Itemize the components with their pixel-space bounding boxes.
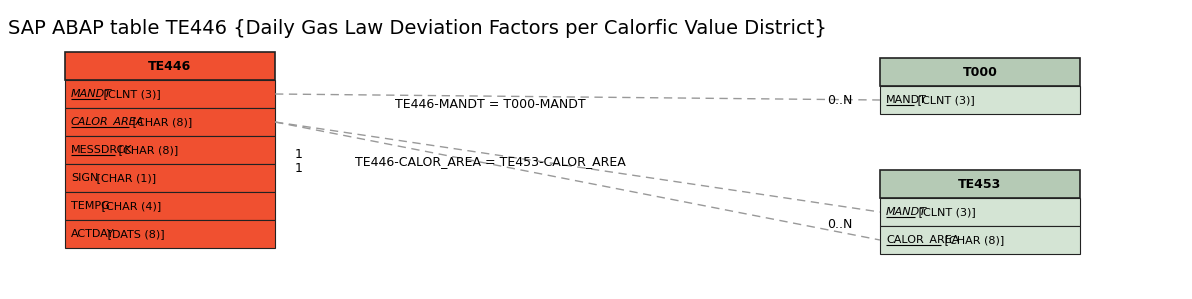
Text: ACTDAY: ACTDAY bbox=[72, 229, 114, 239]
Bar bbox=[66, 80, 275, 108]
Text: 0..N: 0..N bbox=[826, 219, 852, 231]
Text: MANDT: MANDT bbox=[72, 89, 112, 99]
Text: CALOR_AREA: CALOR_AREA bbox=[72, 117, 144, 127]
Text: T000: T000 bbox=[963, 65, 998, 79]
Bar bbox=[66, 192, 275, 220]
Text: [CHAR (8)]: [CHAR (8)] bbox=[129, 117, 192, 127]
Text: MANDT: MANDT bbox=[886, 207, 927, 217]
Text: 0..N: 0..N bbox=[826, 94, 852, 108]
Text: MANDT: MANDT bbox=[886, 95, 927, 105]
Bar bbox=[880, 86, 1080, 114]
Text: TE446-CALOR_AREA = TE453-CALOR_AREA: TE446-CALOR_AREA = TE453-CALOR_AREA bbox=[355, 155, 626, 169]
Text: TE446-MANDT = T000-MANDT: TE446-MANDT = T000-MANDT bbox=[395, 98, 585, 112]
Text: SIGN: SIGN bbox=[72, 173, 99, 183]
Bar bbox=[66, 52, 275, 80]
Text: CALOR_AREA: CALOR_AREA bbox=[886, 234, 960, 245]
Text: TEMPG: TEMPG bbox=[72, 201, 110, 211]
Text: TE453: TE453 bbox=[958, 178, 1001, 190]
Text: [CHAR (8)]: [CHAR (8)] bbox=[940, 235, 1004, 245]
Text: [CHAR (8)]: [CHAR (8)] bbox=[114, 145, 179, 155]
Text: MESSDRCK: MESSDRCK bbox=[72, 145, 132, 155]
Text: 1: 1 bbox=[294, 147, 303, 161]
Bar bbox=[66, 136, 275, 164]
Text: 1: 1 bbox=[294, 161, 303, 175]
Text: TE446: TE446 bbox=[148, 60, 192, 72]
Text: [CLNT (3)]: [CLNT (3)] bbox=[915, 207, 976, 217]
Bar bbox=[880, 198, 1080, 226]
Text: [CLNT (3)]: [CLNT (3)] bbox=[100, 89, 161, 99]
Text: [CHAR (1)]: [CHAR (1)] bbox=[93, 173, 156, 183]
Bar bbox=[880, 170, 1080, 198]
Bar bbox=[880, 58, 1080, 86]
Bar bbox=[66, 220, 275, 248]
Text: [CLNT (3)]: [CLNT (3)] bbox=[913, 95, 974, 105]
Text: [DATS (8)]: [DATS (8)] bbox=[104, 229, 164, 239]
Bar bbox=[880, 226, 1080, 254]
Text: [CHAR (4)]: [CHAR (4)] bbox=[99, 201, 162, 211]
Bar bbox=[66, 164, 275, 192]
Bar bbox=[66, 108, 275, 136]
Text: SAP ABAP table TE446 {Daily Gas Law Deviation Factors per Calorfic Value Distric: SAP ABAP table TE446 {Daily Gas Law Devi… bbox=[8, 19, 827, 37]
